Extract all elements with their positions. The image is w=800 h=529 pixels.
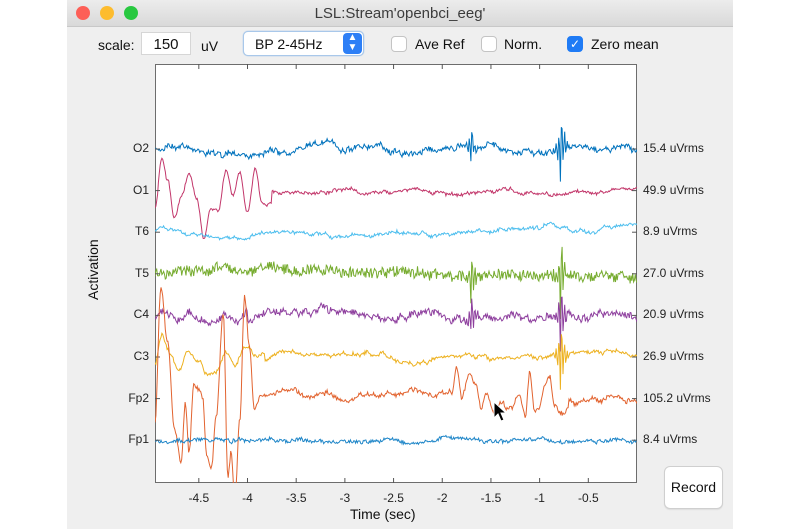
filter-select-value: BP 2-45Hz — [255, 36, 323, 52]
zero-mean-checkbox[interactable]: ✓ — [567, 36, 583, 52]
channel-label-fp2: Fp2 — [128, 390, 149, 405]
title-bar[interactable]: LSL:Stream'openbci_eeg' — [67, 0, 733, 27]
scale-input[interactable]: 150 — [141, 32, 191, 55]
y-axis-label: Activation — [85, 239, 101, 300]
rms-label-t6: 8.9 uVrms — [643, 224, 698, 239]
x-tick-label: -3.5 — [285, 491, 307, 505]
trace-t6 — [155, 221, 637, 241]
minimize-window-button[interactable] — [100, 6, 114, 20]
trace-c4 — [155, 296, 637, 352]
x-tick-label: -1 — [534, 491, 545, 505]
ave-ref-checkbox[interactable] — [391, 36, 407, 52]
rms-label-o2: 15.4 uVrms — [643, 141, 704, 155]
window-title: LSL:Stream'openbci_eeg' — [314, 5, 486, 22]
app-window: LSL:Stream'openbci_eeg' scale: 150 uV BP… — [67, 0, 733, 529]
channel-label-o1: O1 — [132, 182, 149, 197]
close-window-button[interactable] — [76, 6, 90, 20]
channel-label-o2: O2 — [132, 141, 149, 155]
trace-c3 — [155, 332, 637, 390]
channel-label-t6: T6 — [134, 224, 149, 239]
checkmark-icon: ✓ — [569, 37, 581, 51]
x-axis-label: Time (sec) — [350, 506, 416, 522]
updown-chevron-icon: ▲ ▼ — [343, 33, 362, 54]
channel-label-c4: C4 — [133, 307, 149, 322]
filter-select[interactable]: BP 2-45Hz ▲ ▼ — [243, 31, 364, 56]
norm-label: Norm. — [504, 36, 543, 52]
x-tick-label: -3 — [339, 491, 351, 505]
scale-label: scale: — [98, 37, 135, 53]
rms-label-t5: 27.0 uVrms — [643, 265, 704, 280]
record-button[interactable]: Record — [664, 466, 723, 509]
rms-label-c3: 26.9 uVrms — [643, 349, 704, 363]
ave-ref-label: Ave Ref — [415, 36, 465, 52]
mouse-pointer-icon — [493, 401, 507, 422]
trace-fp1 — [155, 434, 637, 446]
rms-label-fp2: 105.2 uVrms — [643, 390, 711, 405]
rms-label-c4: 20.9 uVrms — [643, 307, 704, 322]
eeg-traces — [155, 64, 637, 483]
maximize-window-button[interactable] — [124, 6, 138, 20]
channel-label-c3: C3 — [133, 349, 149, 363]
x-tick-label: -2.5 — [383, 491, 404, 505]
rms-label-o1: 49.9 uVrms — [643, 182, 704, 197]
trace-o1 — [155, 157, 637, 240]
channel-label-t5: T5 — [134, 265, 149, 280]
norm-checkbox[interactable] — [481, 36, 497, 52]
trace-fp2 — [155, 287, 637, 483]
scale-unit-label: uV — [201, 38, 219, 54]
x-tick-label: -1.5 — [480, 491, 502, 505]
trace-t5 — [155, 246, 637, 320]
x-tick-label: -4 — [242, 491, 253, 505]
rms-label-fp1: 8.4 uVrms — [643, 432, 698, 447]
zero-mean-label: Zero mean — [591, 36, 659, 52]
x-tick-label: -0.5 — [577, 491, 599, 505]
trace-o2 — [155, 126, 637, 182]
x-tick-label: -4.5 — [188, 491, 210, 505]
x-tick-label: -2 — [436, 491, 448, 505]
channel-label-fp1: Fp1 — [128, 432, 149, 447]
